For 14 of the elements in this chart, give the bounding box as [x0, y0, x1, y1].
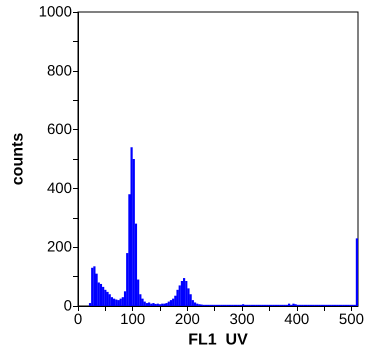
y-tick-label: 200	[46, 238, 72, 256]
y-tick-label: 0	[64, 298, 72, 314]
y-tick-label: 600	[46, 121, 72, 138]
y-axis-title: counts	[10, 132, 26, 186]
x-tick-label: 200	[174, 311, 200, 328]
x-tick-label: 0	[74, 311, 82, 328]
x-tick-label: 300	[230, 311, 255, 328]
x-tick-label: 100	[120, 311, 146, 328]
y-tick-label: 800	[46, 62, 72, 80]
x-axis-title: FL1 UV	[188, 332, 248, 348]
y-tick-label: 400	[46, 180, 72, 197]
y-tick-label: 1000	[38, 4, 72, 20]
x-tick-label: 400	[284, 311, 310, 328]
x-tick-label: 500	[338, 311, 364, 328]
